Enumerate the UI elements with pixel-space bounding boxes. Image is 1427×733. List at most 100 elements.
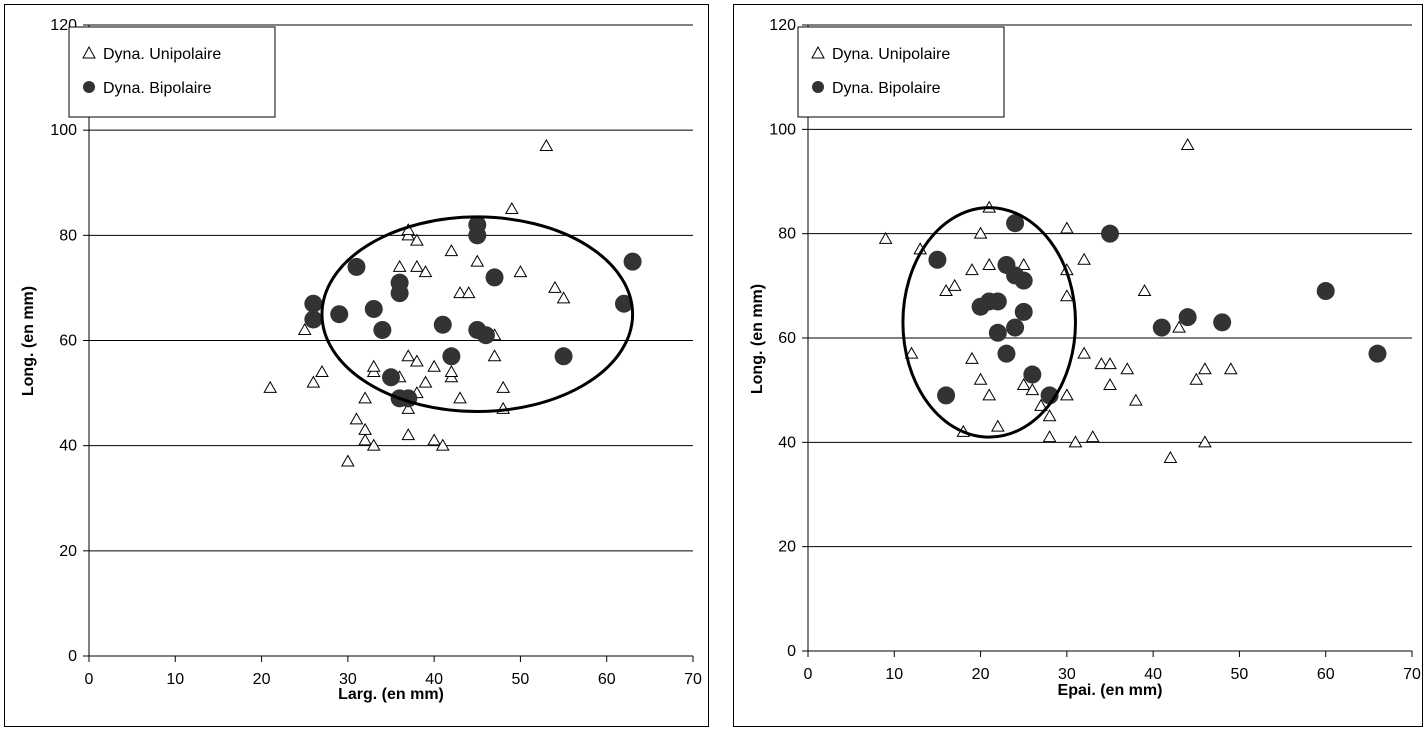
point-unipolaire [539,138,554,151]
point-bipolaire [554,347,573,366]
point-unipolaire [1137,284,1152,297]
point-unipolaire [1094,357,1109,370]
point-bipolaire [1014,271,1033,290]
point-unipolaire [427,433,442,446]
point-bipolaire [1152,318,1171,337]
point-unipolaire [878,231,893,244]
point-unipolaire [1077,346,1091,359]
y-tick-label: 80 [59,227,77,244]
point-bipolaire [433,315,452,334]
point-bipolaire [364,299,383,318]
point-unipolaire [1068,435,1083,448]
point-unipolaire [513,265,528,278]
point-unipolaire [1059,221,1074,234]
point-unipolaire [1077,252,1091,265]
point-bipolaire [928,250,947,269]
point-unipolaire [1189,372,1204,385]
x-tick-label: 30 [339,671,357,688]
x-tick-label: 10 [166,671,184,688]
point-unipolaire [401,428,416,441]
point-unipolaire [1059,388,1074,401]
point-bipolaire [382,368,400,387]
x-tick-label: 30 [1058,666,1076,683]
y-tick-label: 120 [769,17,796,34]
point-bipolaire [347,257,366,276]
point-unipolaire [461,286,476,299]
point-unipolaire [366,359,381,372]
point-unipolaire [496,380,511,393]
point-bipolaire [1006,214,1025,233]
point-unipolaire [1042,409,1057,422]
point-unipolaire [410,354,424,367]
point-unipolaire [1103,377,1117,390]
point-unipolaire [297,322,312,335]
point-unipolaire [1016,377,1031,390]
legend-triangle-icon [82,45,96,59]
x-tick-label: 0 [804,666,813,683]
point-bipolaire [468,215,487,234]
point-unipolaire [418,265,433,278]
point-unipolaire [427,359,442,372]
point-unipolaire [965,263,979,276]
point-unipolaire [366,438,381,451]
point-unipolaire [315,365,329,378]
point-unipolaire [1120,362,1135,375]
point-unipolaire [470,254,485,267]
cluster-ellipse [901,206,1077,439]
legend-circle-icon [812,81,824,93]
scatter-chart-epai: 0 20 40 60 80 100 120 0 10 20 30 40 50 60 70 Epai. (en … [749,17,1421,699]
point-unipolaire [435,438,450,451]
point-bipolaire [1101,224,1119,243]
y-tick-label: 40 [778,434,796,451]
y-tick-label: 100 [769,121,796,138]
legend-box [797,26,1005,118]
point-unipolaire [1198,362,1212,375]
point-bipolaire [623,252,642,271]
y-tick-label: 80 [778,226,796,243]
point-unipolaire [965,351,979,364]
point-unipolaire [1016,257,1031,270]
y-tick-label: 20 [59,543,77,560]
point-unipolaire [556,291,571,304]
point-bipolaire [304,310,323,329]
y-axis-title: Long. (en mm) [749,284,766,394]
point-unipolaire [504,202,519,215]
point-unipolaire [1042,430,1057,443]
x-axis-title: Larg. (en mm) [338,686,444,703]
point-unipolaire [1085,430,1100,443]
point-unipolaire [973,226,988,239]
x-tick-label: 20 [253,671,271,688]
point-unipolaire [1103,357,1117,370]
point-unipolaire [904,346,919,359]
point-bipolaire [373,320,392,339]
point-unipolaire [1129,393,1143,406]
point-unipolaire [401,349,416,362]
x-tick-label: 70 [1403,666,1421,683]
point-unipolaire [444,365,459,378]
x-tick-label: 20 [972,666,990,683]
point-unipolaire [358,422,372,435]
x-tick-label: 50 [512,671,530,688]
point-unipolaire [453,286,467,299]
point-unipolaire [487,349,502,362]
point-unipolaire [1172,320,1186,333]
x-axis-title: Epai. (en mm) [1058,682,1163,699]
point-unipolaire [401,401,416,414]
y-tick-label: 100 [50,122,77,139]
point-bipolaire [997,344,1016,363]
legend-label: Dyna. Unipolaire [832,46,950,63]
point-unipolaire [1223,362,1238,375]
legend-label: Dyna. Unipolaire [103,46,221,63]
x-tick-label: 60 [1317,666,1335,683]
point-bipolaire [442,347,461,366]
x-tick-label: 10 [885,666,903,683]
point-bipolaire [1023,365,1042,384]
point-bipolaire [1014,302,1033,321]
point-unipolaire [392,259,407,272]
point-unipolaire [349,412,364,425]
chart-panel-right: 0 20 40 60 80 100 120 0 10 20 30 40 50 60 70 Epai. (en … [733,4,1423,727]
point-unipolaire [1059,289,1074,302]
point-unipolaire [410,233,424,246]
y-tick-label: 40 [59,438,77,455]
